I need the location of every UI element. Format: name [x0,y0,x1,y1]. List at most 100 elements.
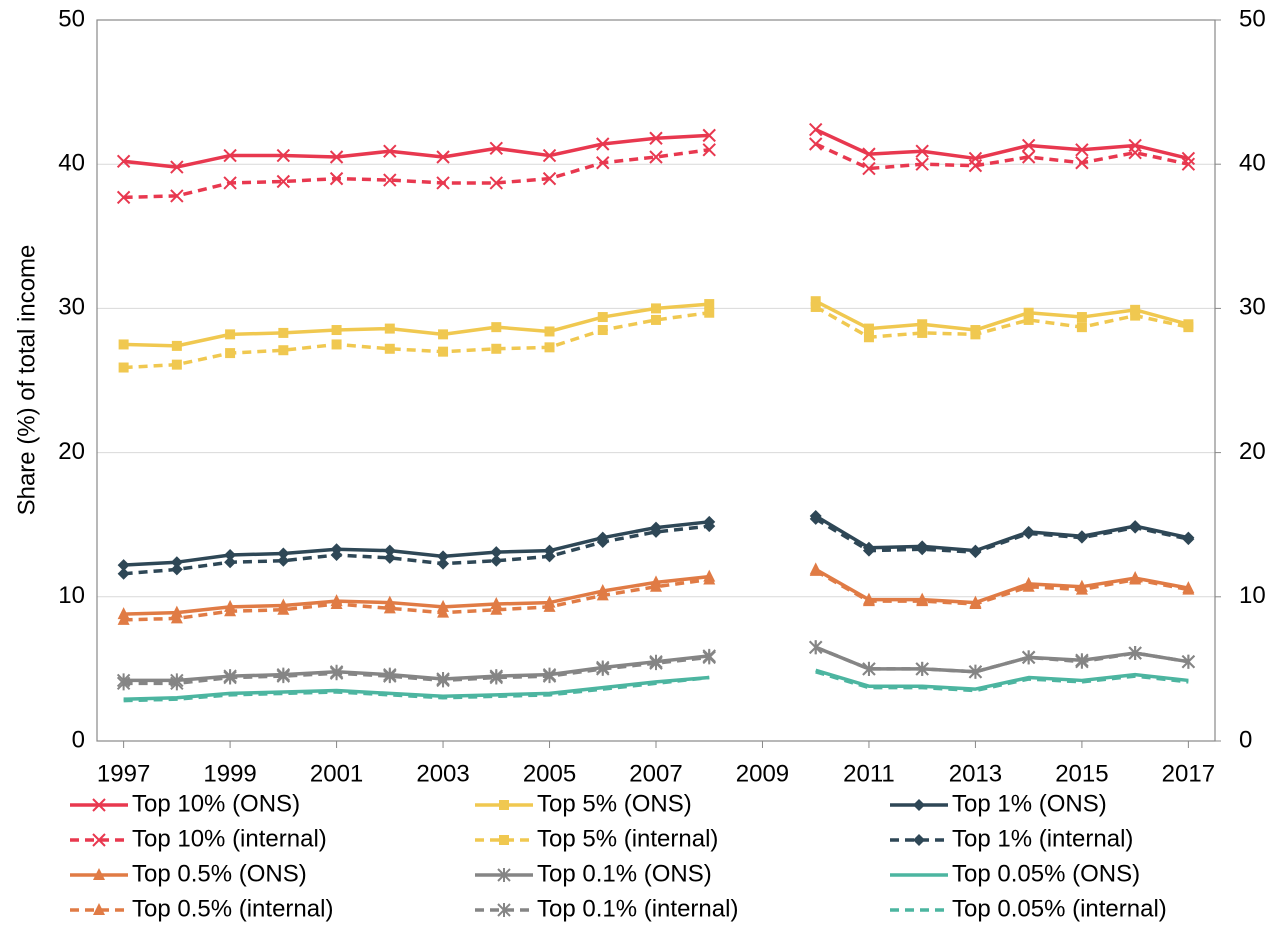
marker [970,329,981,340]
legend-label: Top 0.1% (internal) [537,895,738,922]
marker [117,559,130,572]
marker [702,650,716,665]
marker [1023,307,1034,318]
marker [969,597,982,610]
marker [704,299,715,310]
legend-item: Top 5% (ONS) [475,790,692,817]
marker [383,601,396,614]
marker [1128,145,1142,160]
marker [225,329,236,340]
marker [224,556,237,569]
legend-item: Top 0.5% (ONS) [70,860,307,887]
marker [968,664,983,679]
marker [862,544,875,557]
marker [490,554,503,567]
marker [384,323,395,334]
marker [437,605,450,618]
y2-tick-label: 50 [1239,5,1266,32]
series-line [123,645,1189,686]
marker [171,359,182,370]
marker [383,144,397,158]
marker [703,572,716,585]
legend-label: Top 5% (ONS) [537,790,692,817]
y-tick-label: 30 [58,294,85,321]
marker [1076,322,1087,333]
marker [809,640,823,655]
marker [1075,582,1088,595]
marker [489,670,503,685]
marker [596,661,610,676]
marker [543,599,556,612]
marker [116,676,131,691]
marker [597,325,608,336]
marker [383,173,397,187]
marker [649,150,663,164]
series-line [123,670,1189,703]
marker [438,346,449,357]
marker [223,148,237,163]
marker [704,307,715,318]
legend-item: Top 0.1% (internal) [475,895,738,922]
x-tick-label: 2001 [310,760,363,787]
marker [542,669,557,684]
marker [118,339,129,350]
marker [544,342,555,353]
legend-label: Top 0.1% (ONS) [537,860,712,887]
x-tick-label: 2013 [949,760,1002,787]
legend-item: Top 0.05% (internal) [890,895,1167,922]
marker [116,154,131,169]
legend-item: Top 0.1% (ONS) [475,860,712,887]
marker [223,670,237,685]
marker [542,148,557,163]
marker [1075,531,1088,544]
marker [276,148,291,163]
marker [650,525,662,538]
series-line [123,128,1189,169]
marker [278,345,289,356]
marker [224,548,237,561]
marker [490,546,503,559]
marker [650,579,662,592]
marker [543,550,556,563]
x-tick-label: 2011 [843,760,895,787]
marker [596,156,610,170]
marker [491,322,502,333]
marker [278,327,289,338]
x-tick-label: 1999 [203,760,256,787]
marker [1023,314,1034,325]
y-axis-title: Share (%) of total income [13,245,40,516]
marker [596,137,610,151]
legend-item: Top 10% (ONS) [70,790,300,817]
marker [809,512,822,525]
marker [1075,654,1089,669]
series-line [123,305,1189,370]
marker [969,546,982,559]
marker [490,602,503,615]
marker [489,176,503,190]
legend-marker [92,833,106,847]
marker [437,550,450,563]
x-tick-label: 2003 [416,760,469,787]
marker [276,174,291,189]
marker [1181,654,1196,669]
marker [810,296,821,307]
y-tick-label: 20 [58,438,85,465]
legend-label: Top 10% (internal) [132,825,327,852]
legend-label: Top 10% (ONS) [132,790,300,817]
marker [384,343,395,354]
marker [1130,304,1141,315]
x-tick-label: 2015 [1055,760,1108,787]
legend-marker [913,799,925,811]
legend-label: Top 5% (internal) [537,825,718,852]
marker [223,176,237,190]
legend-item: Top 1% (ONS) [890,790,1107,817]
legend-marker [93,903,105,915]
marker [862,661,876,676]
marker [917,327,928,338]
y2-tick-label: 20 [1239,438,1266,465]
marker [649,131,663,145]
marker [1181,157,1196,171]
legend-label: Top 0.5% (internal) [132,895,333,922]
y-tick-label: 0 [72,726,85,753]
marker [436,150,450,164]
